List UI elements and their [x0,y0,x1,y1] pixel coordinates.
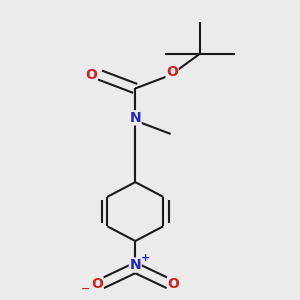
Text: O: O [85,68,97,82]
Text: N: N [130,111,141,125]
Text: O: O [168,277,179,291]
Text: N: N [130,258,141,272]
Text: O: O [166,65,178,80]
Text: O: O [91,277,103,291]
Text: +: + [141,254,150,263]
Text: −: − [80,284,90,294]
